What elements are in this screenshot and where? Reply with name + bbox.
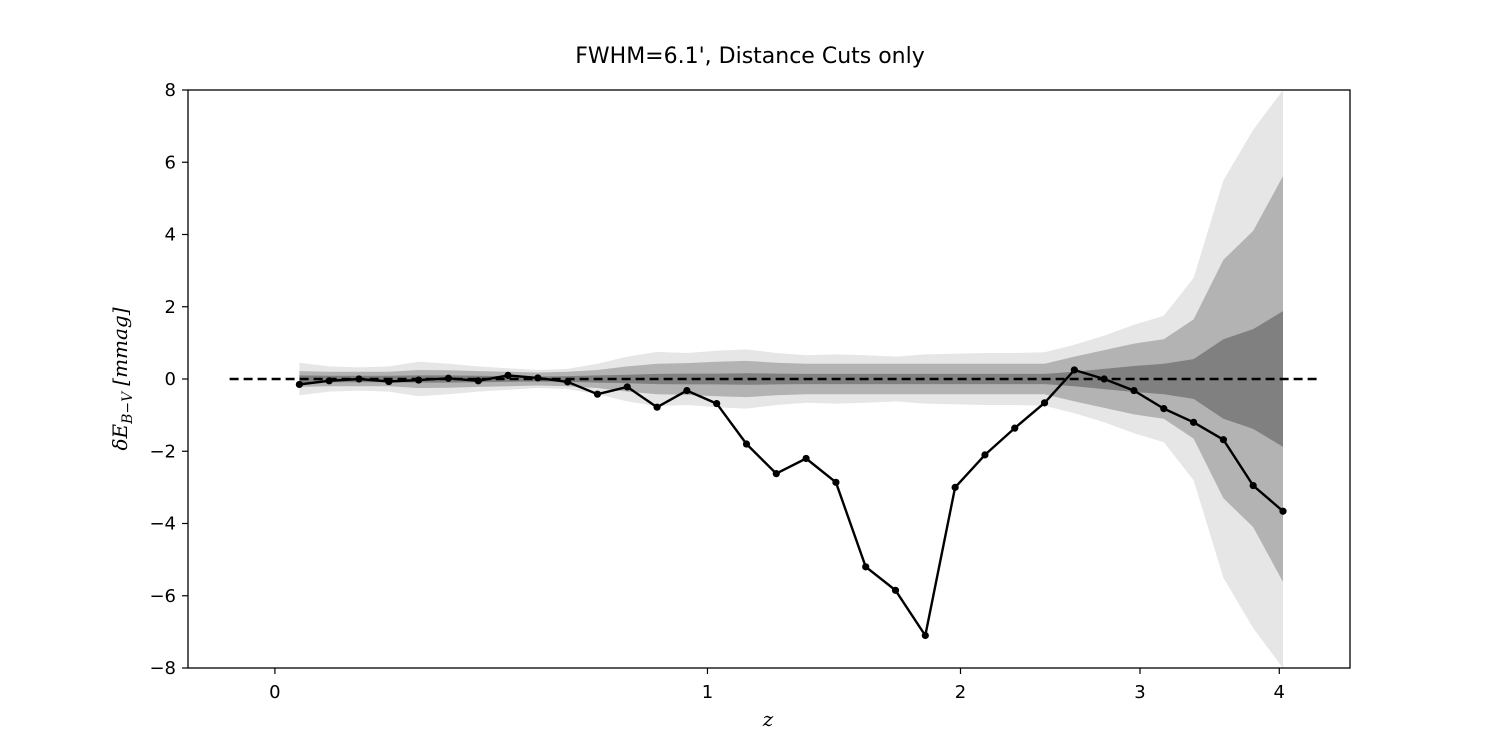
y-axis-label-main: δE <box>108 423 132 450</box>
data-series <box>295 366 1287 640</box>
data-point <box>772 470 780 478</box>
data-point <box>862 563 870 571</box>
data-point <box>683 386 691 395</box>
data-point <box>564 378 572 386</box>
data-point <box>713 399 721 408</box>
data-point <box>295 380 303 389</box>
y-tick-label: −6 <box>149 586 176 607</box>
series-line <box>299 368 1284 637</box>
chart-title: FWHM=6.1', Distance Cuts only <box>575 44 925 69</box>
y-ticks: −8 −6 −4 −2 0 2 4 6 8 <box>149 80 188 679</box>
data-point <box>325 377 333 385</box>
x-tick-label: 2 <box>955 682 966 703</box>
data-point <box>1040 399 1049 407</box>
data-point <box>444 374 453 382</box>
data-point <box>891 586 900 594</box>
data-point <box>1189 418 1198 426</box>
data-point <box>1100 375 1108 383</box>
data-point <box>474 377 482 385</box>
data-point <box>1279 507 1287 515</box>
x-tick-label: 4 <box>1274 682 1285 703</box>
data-point <box>593 390 602 398</box>
data-point <box>742 440 751 448</box>
data-point <box>1011 424 1019 432</box>
data-point <box>951 483 959 491</box>
y-tick-label: −4 <box>149 514 176 535</box>
data-point <box>921 631 929 640</box>
data-point <box>415 376 423 384</box>
data-point <box>355 375 363 383</box>
data-point <box>981 451 989 459</box>
x-axis-label: z <box>762 707 774 731</box>
data-point <box>802 454 810 463</box>
data-point <box>1249 481 1257 490</box>
y-tick-label: 6 <box>165 152 176 173</box>
x-tick-label: 1 <box>702 682 713 703</box>
data-point <box>1130 386 1138 395</box>
data-point <box>1160 405 1168 413</box>
data-point <box>1070 366 1078 374</box>
x-tick-label: 3 <box>1134 682 1145 703</box>
y-axis-label-unit: [mmag] <box>108 307 132 385</box>
y-axis-label-sub: B−V <box>120 390 136 425</box>
data-point <box>1219 436 1227 444</box>
y-tick-label: −8 <box>149 658 176 679</box>
data-point <box>534 374 542 382</box>
y-tick-label: 8 <box>165 80 176 101</box>
y-tick-label: 0 <box>165 369 176 390</box>
data-point <box>504 371 512 379</box>
y-axis-label: δEB−V [mmag] <box>108 307 136 450</box>
data-point <box>623 383 631 391</box>
x-ticks: 0 1 2 3 4 <box>269 668 1285 703</box>
y-tick-label: −2 <box>149 441 176 462</box>
data-point <box>653 403 661 411</box>
y-tick-label: 2 <box>165 297 176 318</box>
data-point <box>832 478 840 486</box>
x-tick-label: 0 <box>269 682 280 703</box>
y-tick-label: 4 <box>165 225 176 246</box>
data-point <box>385 377 393 386</box>
